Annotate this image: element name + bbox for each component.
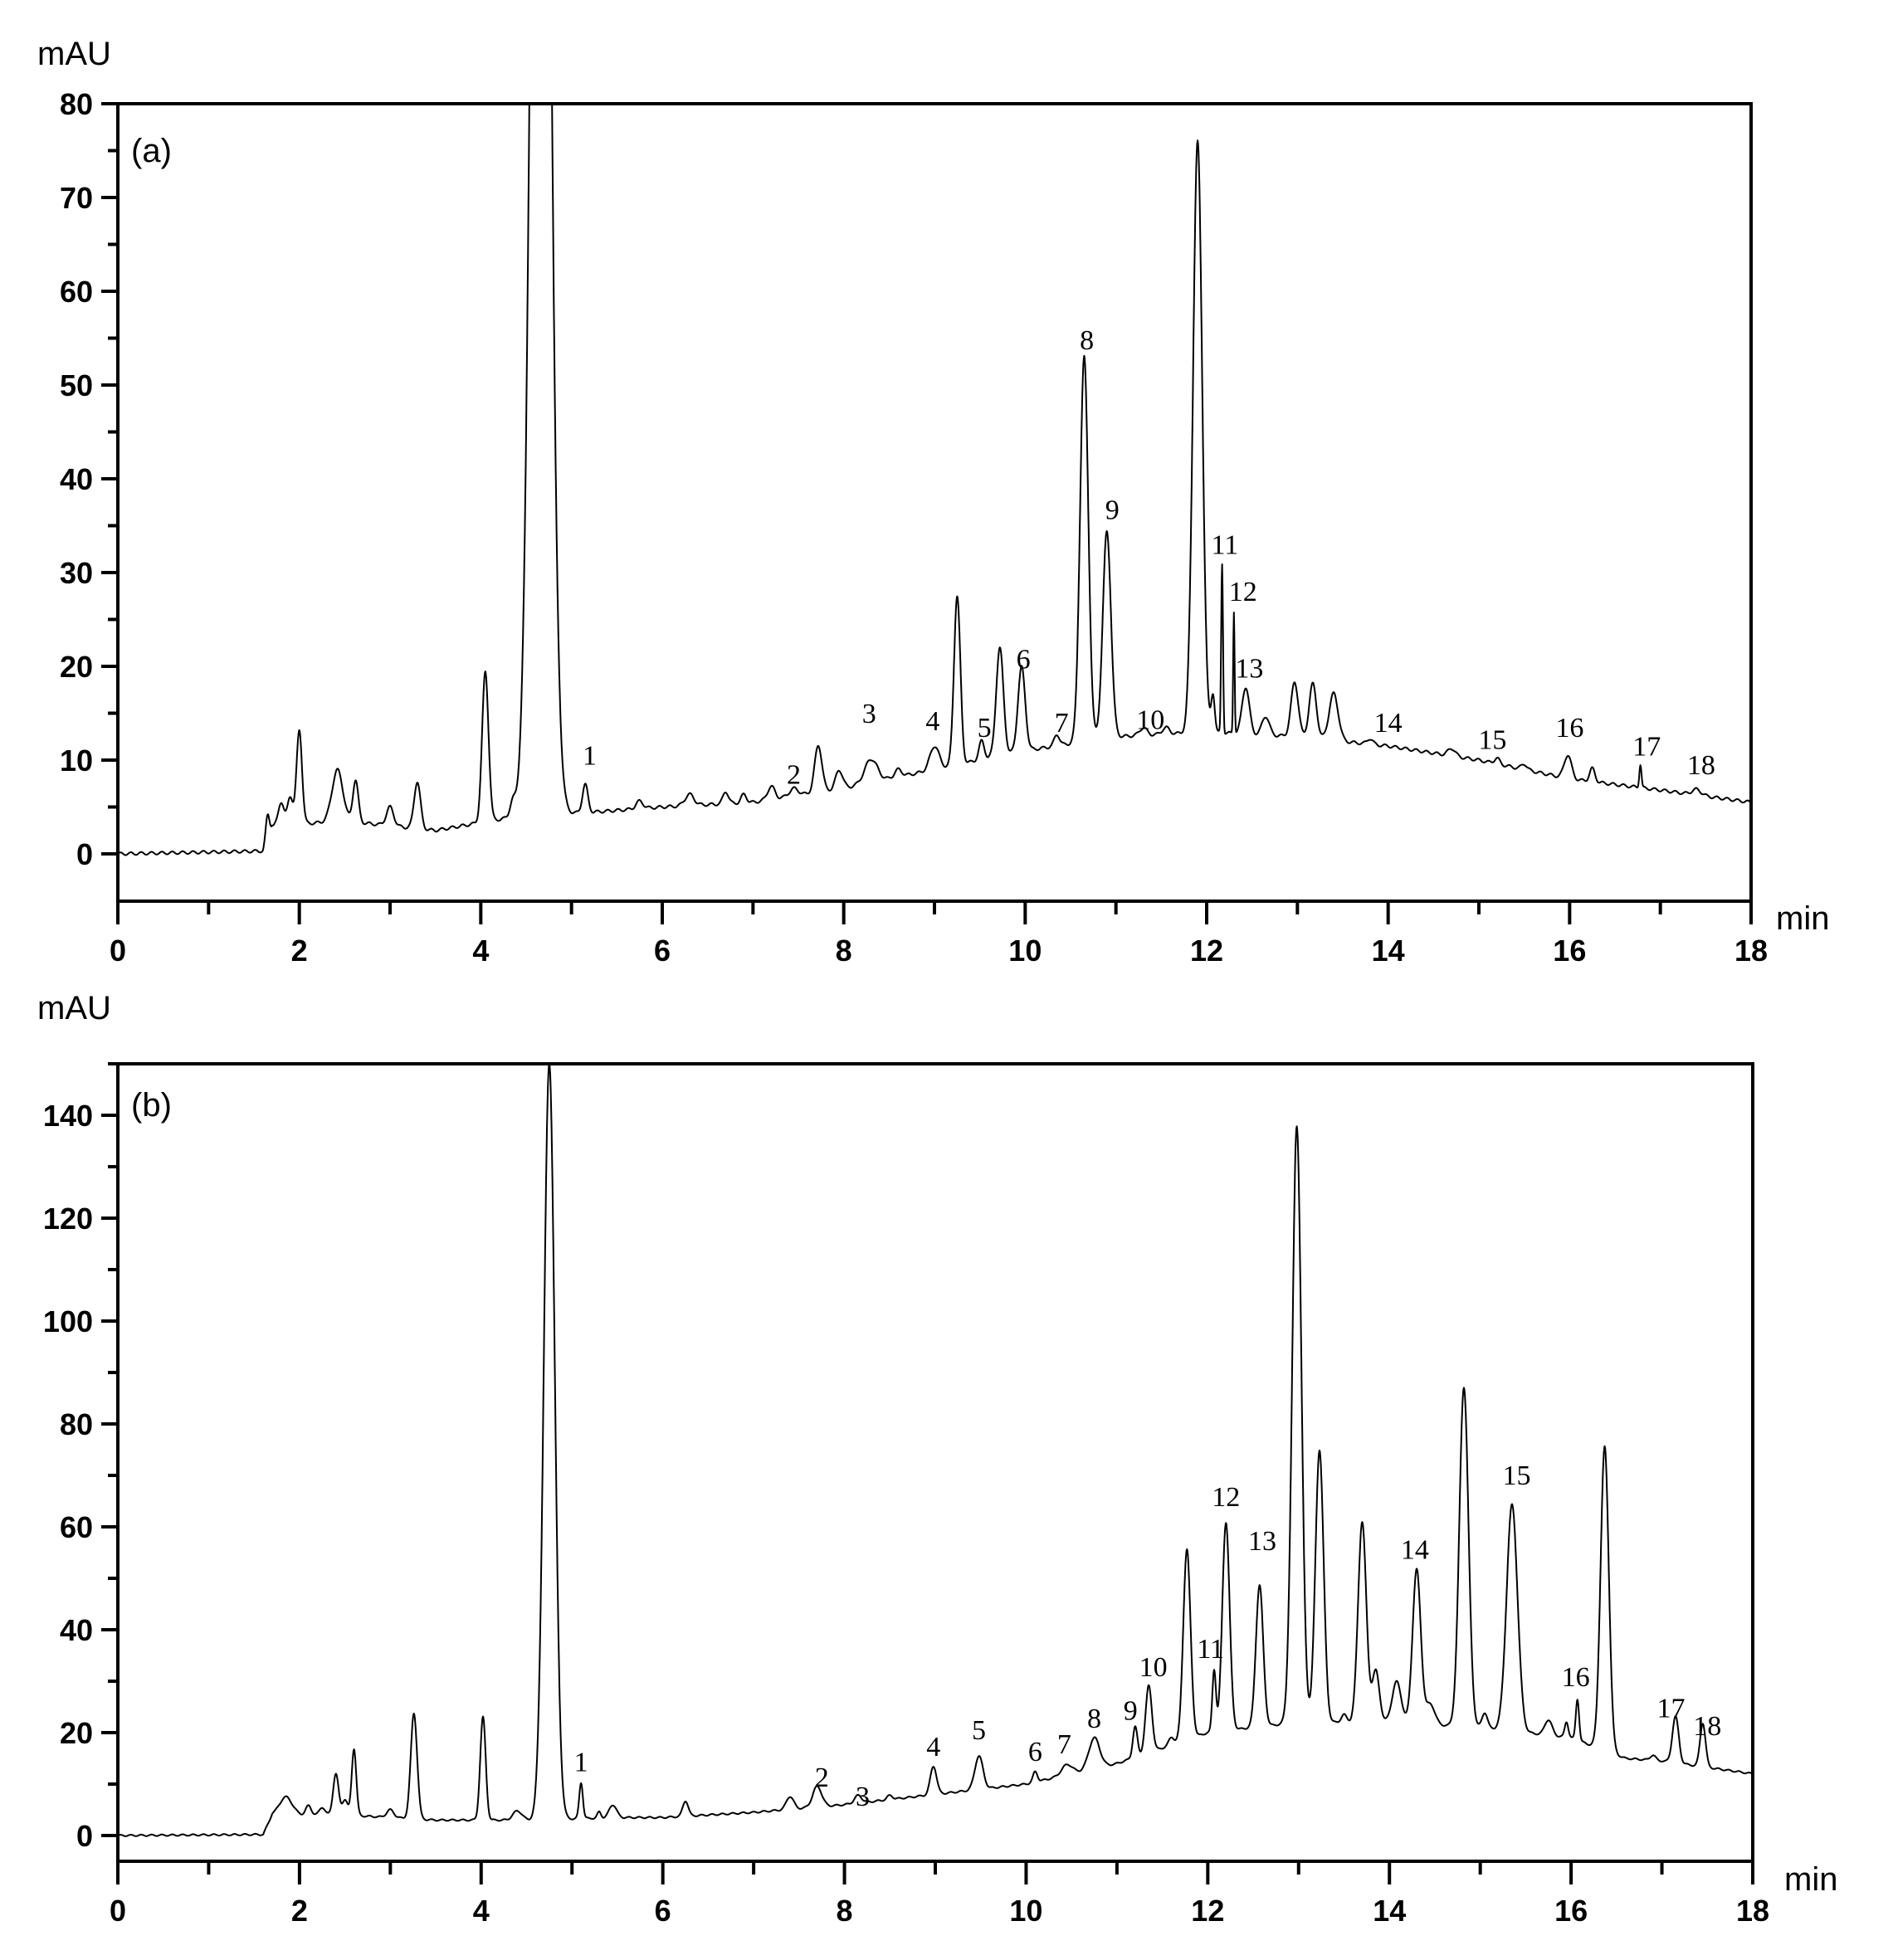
peak-number-label: 12 xyxy=(1229,577,1257,607)
x-tick-label: 12 xyxy=(1191,1894,1224,1928)
peak-number-label: 4 xyxy=(925,706,939,737)
x-tick-label: 6 xyxy=(655,1894,671,1928)
peak-number-label: 6 xyxy=(1028,1737,1042,1767)
y-tick-label: 50 xyxy=(60,368,93,402)
x-tick-label: 18 xyxy=(1734,934,1768,968)
y-tick-label: 120 xyxy=(43,1202,93,1236)
peak-number-label: 7 xyxy=(1057,1729,1071,1760)
peak-number-label: 7 xyxy=(1055,708,1069,739)
y-tick-label: 140 xyxy=(43,1099,93,1133)
peak-number-label: 5 xyxy=(972,1715,986,1746)
trace-line xyxy=(117,103,1752,856)
y-tick-label: 40 xyxy=(60,1613,93,1647)
trace-line xyxy=(117,1063,1754,1837)
y-tick-label: 10 xyxy=(60,744,93,778)
peak-number-label: 16 xyxy=(1562,1662,1590,1693)
y-tick-label: 40 xyxy=(60,462,93,496)
x-tick-label: 10 xyxy=(1008,934,1042,968)
peak-number-label: 8 xyxy=(1080,325,1094,356)
y-tick-label: 20 xyxy=(60,1716,93,1750)
peak-number-label: 9 xyxy=(1124,1696,1138,1727)
peak-number-label: 5 xyxy=(978,713,992,744)
y-tick-label: 100 xyxy=(43,1304,93,1338)
peak-number-label: 16 xyxy=(1555,713,1583,744)
peak-number-label: 13 xyxy=(1248,1526,1276,1557)
peak-number-label: 11 xyxy=(1211,529,1238,560)
x-tick-label: 2 xyxy=(291,934,308,968)
chromatogram-trace xyxy=(117,103,1752,856)
peak-number-label: 17 xyxy=(1632,731,1661,762)
peak-number-label: 3 xyxy=(862,699,876,729)
y-tick-label: 60 xyxy=(60,275,93,309)
peak-number-label: 12 xyxy=(1212,1482,1240,1513)
x-tick-label: 14 xyxy=(1373,1894,1406,1928)
peak-number-label: 17 xyxy=(1657,1693,1686,1724)
peak-number-label: 9 xyxy=(1105,495,1120,526)
peak-number-label: 13 xyxy=(1235,654,1263,685)
peak-number-label: 1 xyxy=(574,1748,588,1778)
y-tick-label: 20 xyxy=(60,650,93,684)
x-tick-label: 6 xyxy=(654,934,671,968)
x-tick-label: 0 xyxy=(110,1894,126,1928)
x-tick-label: 10 xyxy=(1009,1894,1042,1928)
y-axis-unit-label: mAU xyxy=(37,36,111,72)
peak-number-label: 18 xyxy=(1693,1711,1721,1742)
plot-frame xyxy=(116,102,1753,903)
peak-number-label: 1 xyxy=(583,741,597,772)
peak-number-label: 15 xyxy=(1502,1460,1530,1491)
x-tick-label: 12 xyxy=(1190,934,1223,968)
peak-number-label: 2 xyxy=(815,1763,829,1793)
peak-number-label: 8 xyxy=(1087,1704,1101,1734)
y-tick-label: 70 xyxy=(60,181,93,215)
x-tick-label: 18 xyxy=(1736,1894,1769,1928)
peak-number-label: 6 xyxy=(1017,644,1031,675)
y-tick-label: 60 xyxy=(60,1510,93,1544)
chromatogram-trace xyxy=(117,1063,1754,1837)
peak-number-label: 14 xyxy=(1401,1534,1429,1565)
x-tick-label: 8 xyxy=(837,1894,853,1928)
y-tick-label: 80 xyxy=(60,1407,93,1441)
x-tick-label: 14 xyxy=(1372,934,1405,968)
peak-number-label: 18 xyxy=(1687,750,1715,781)
x-tick-label: 4 xyxy=(472,934,489,968)
panel-label: (a) xyxy=(131,133,172,169)
y-tick-label: 80 xyxy=(60,87,93,121)
peak-number-label: 3 xyxy=(856,1782,870,1812)
peak-number-label: 11 xyxy=(1197,1634,1224,1665)
x-axis-unit-label: min xyxy=(1776,900,1829,937)
x-tick-label: 16 xyxy=(1554,1894,1588,1928)
x-tick-label: 16 xyxy=(1553,934,1586,968)
y-tick-label: 0 xyxy=(76,1819,93,1853)
y-tick-label: 0 xyxy=(76,837,93,871)
x-tick-label: 8 xyxy=(836,934,852,968)
peak-number-label: 15 xyxy=(1478,724,1506,755)
peak-number-label: 10 xyxy=(1136,705,1164,736)
peak-number-label: 10 xyxy=(1139,1652,1168,1683)
peak-number-label: 14 xyxy=(1374,708,1403,739)
x-tick-label: 0 xyxy=(110,934,126,968)
panel-label: (b) xyxy=(131,1087,172,1124)
y-axis-unit-label: mAU xyxy=(37,990,111,1026)
x-tick-label: 4 xyxy=(473,1894,490,1928)
peak-number-label: 4 xyxy=(926,1732,940,1763)
peak-number-label: 2 xyxy=(787,759,801,790)
x-tick-label: 2 xyxy=(291,1894,308,1928)
x-axis-unit-label: min xyxy=(1784,1861,1837,1898)
y-tick-label: 30 xyxy=(60,556,93,590)
